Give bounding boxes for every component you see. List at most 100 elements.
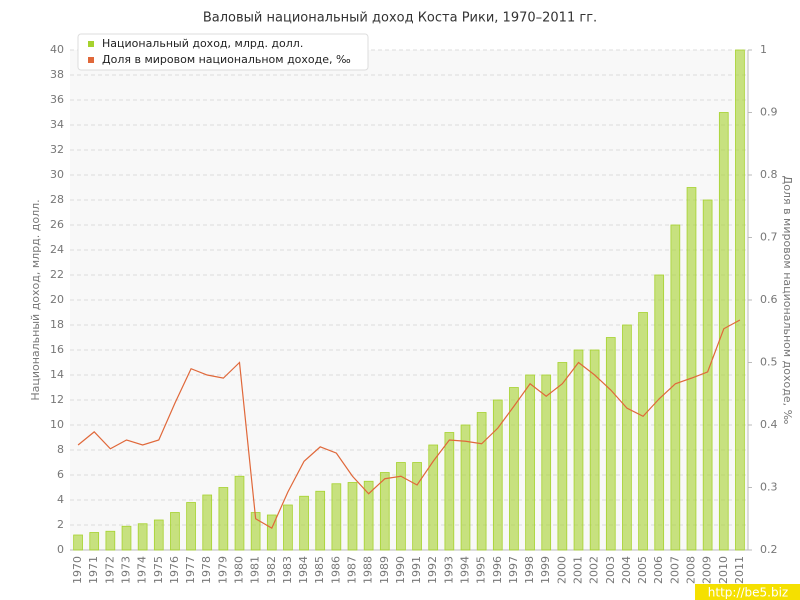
y-tick-label: 30 [50, 168, 64, 181]
y2-tick-label: 1 [760, 43, 767, 56]
bar [202, 494, 213, 551]
y-tick-label: 32 [50, 143, 64, 156]
y-tick-label: 2 [57, 518, 64, 531]
bar [266, 514, 277, 551]
bar [137, 523, 148, 551]
x-tick-label: 1989 [378, 556, 391, 584]
bar [347, 482, 358, 551]
x-tick-label: 1988 [362, 556, 375, 584]
x-tick-label: 1994 [459, 556, 472, 584]
y-tick-label: 22 [50, 268, 64, 281]
x-tick-label: 1972 [103, 556, 116, 584]
bar [702, 199, 713, 551]
bar [234, 475, 245, 551]
bar [605, 337, 616, 551]
y2-tick-label: 0.5 [760, 356, 778, 369]
x-tick-label: 2005 [636, 556, 649, 584]
x-tick-label: 2004 [620, 556, 633, 584]
bar [218, 487, 229, 551]
bar [315, 490, 326, 551]
watermark: http://be5.biz [708, 586, 788, 600]
x-tick-label: 1976 [168, 556, 181, 584]
x-tick-label: 1998 [523, 556, 536, 584]
y2-tick-label: 0.6 [760, 293, 778, 306]
x-tick-label: 1987 [346, 556, 359, 584]
y2-tick-label: 0.4 [760, 418, 778, 431]
bar [557, 362, 568, 551]
bar [525, 374, 535, 551]
bar [73, 534, 83, 551]
x-tick-label: 2007 [668, 556, 681, 584]
y-tick-label: 34 [50, 118, 64, 131]
y2-tick-label: 0.2 [760, 543, 778, 556]
chart-title: Валовый национальный доход Коста Рики, 1… [203, 11, 597, 26]
x-tick-label: 1970 [71, 556, 84, 584]
y2-tick-label: 0.9 [760, 106, 778, 119]
bar [396, 462, 406, 551]
y2-axis-title: Доля в мировом национальном доходе, ‰ [781, 176, 794, 425]
bar [186, 502, 196, 551]
bar [331, 483, 342, 551]
bar [444, 432, 455, 551]
y2-tick-label: 0.3 [760, 481, 778, 494]
x-tick-label: 1996 [491, 556, 504, 584]
bar [509, 387, 519, 551]
x-tick-label: 1983 [281, 556, 294, 584]
y-tick-label: 0 [57, 543, 64, 556]
bar [686, 187, 697, 551]
plot: 02468101214161820222426283032343638400.2… [50, 33, 778, 584]
y-tick-label: 26 [50, 218, 64, 231]
line [77, 319, 741, 529]
x-tick-label: 1991 [410, 556, 423, 584]
bar [105, 530, 116, 551]
y-tick-label: 20 [50, 293, 64, 306]
x-tick-label: 2009 [701, 556, 714, 584]
x-tick-label: 1975 [152, 556, 165, 584]
bar [670, 224, 681, 551]
bar [718, 112, 729, 551]
y2-tick-label: 0.7 [760, 231, 778, 244]
bar [460, 424, 471, 551]
legend-label: Национальный доход, млрд. долл. [102, 37, 303, 50]
y-tick-label: 12 [50, 393, 64, 406]
bar [622, 324, 632, 551]
bar [476, 412, 487, 551]
x-tick-label: 2008 [685, 556, 698, 584]
x-tick-label: 1995 [475, 556, 488, 584]
y2-tick-label: 0.8 [760, 168, 778, 181]
x-tick-label: 1986 [329, 556, 342, 584]
bar [541, 374, 552, 551]
legend: Национальный доход, млрд. долл. Доля в ми… [77, 33, 369, 71]
bar [412, 462, 422, 551]
y-tick-label: 40 [50, 43, 64, 56]
bar [573, 349, 584, 551]
y-tick-label: 14 [50, 368, 64, 381]
y-tick-label: 18 [50, 318, 64, 331]
legend-swatch [88, 41, 94, 47]
x-tick-label: 2010 [717, 556, 730, 584]
bar [299, 495, 309, 551]
x-tick-label: 2001 [572, 556, 585, 584]
x-tick-label: 1993 [442, 556, 455, 584]
bar [589, 349, 600, 551]
x-tick-label: 1977 [184, 556, 197, 584]
bar [428, 444, 439, 551]
x-tick-label: 2003 [604, 556, 617, 584]
y-tick-label: 10 [50, 418, 64, 431]
x-tick-label: 1978 [200, 556, 213, 584]
bar [283, 504, 293, 551]
bar [735, 49, 745, 551]
y-axis-title: Национальный доход, млрд. долл. [29, 199, 42, 400]
bar [89, 532, 100, 551]
x-tick-label: 2002 [588, 556, 601, 584]
x-tick-label: 1990 [394, 556, 407, 584]
bar [492, 399, 503, 551]
x-tick-label: 2006 [652, 556, 665, 584]
x-tick-label: 1984 [297, 556, 310, 584]
y-tick-label: 36 [50, 93, 64, 106]
x-tick-label: 1981 [249, 556, 262, 584]
x-tick-label: 1999 [539, 556, 552, 584]
bar [363, 480, 374, 551]
watermark-bg [695, 584, 800, 600]
x-tick-label: 1985 [313, 556, 326, 584]
